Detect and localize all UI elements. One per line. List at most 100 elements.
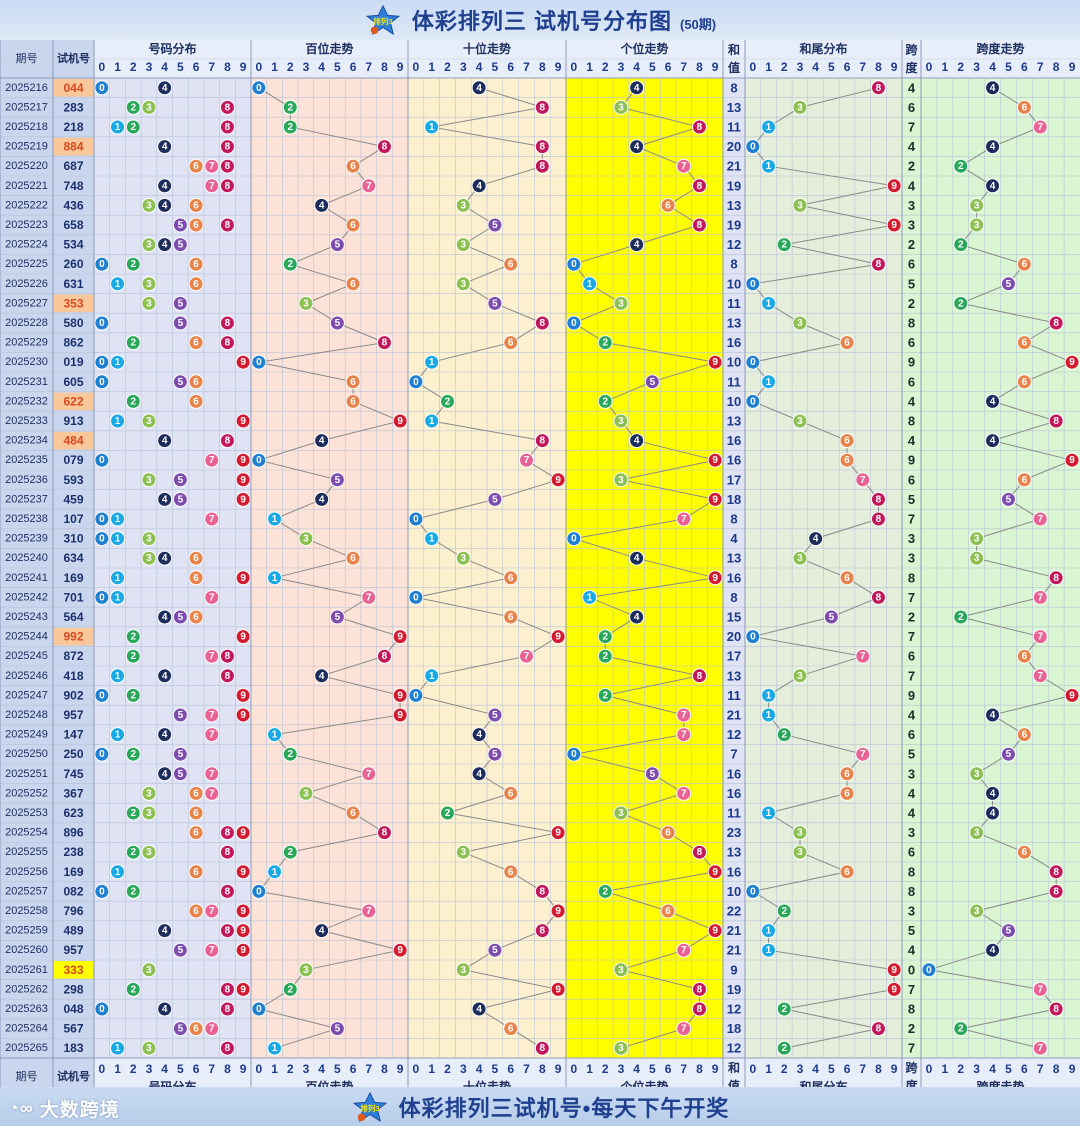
tail-ball: 6	[839, 766, 855, 782]
tens-ball: 4	[471, 80, 487, 96]
span-value: 5	[908, 492, 915, 507]
tail-ball: 5	[823, 609, 839, 625]
sum-value: 16	[727, 766, 741, 781]
svg-text:9: 9	[240, 984, 246, 995]
header-digit-hun-9-bottom: 9	[397, 1062, 404, 1076]
dist-ball-3: 3	[141, 785, 157, 801]
issue-number: 2025248	[5, 709, 48, 721]
header-digit-dist-0-top: 0	[99, 60, 106, 74]
dist-ball-0: 0	[94, 1001, 110, 1017]
hundreds-ball: 5	[329, 1021, 345, 1037]
tail-ball: 7	[855, 746, 871, 762]
tail-ball: 1	[761, 158, 777, 174]
svg-text:1: 1	[272, 573, 278, 584]
svg-text:4: 4	[634, 436, 640, 447]
header-tail-bottom: 和尾分布	[798, 1079, 847, 1087]
svg-text:3: 3	[797, 318, 803, 329]
dist-ball-0: 0	[94, 746, 110, 762]
hundreds-ball: 5	[329, 609, 345, 625]
header-digit-ten-7-top: 7	[523, 60, 530, 74]
table-row: 2025257 082 10 8	[5, 884, 915, 899]
svg-text:6: 6	[508, 1024, 514, 1035]
sum-value: 21	[727, 159, 741, 174]
issue-number: 2025265	[5, 1042, 48, 1054]
svg-text:2: 2	[602, 886, 608, 897]
svg-text:8: 8	[225, 926, 231, 937]
hundreds-ball: 2	[282, 746, 298, 762]
header-digit-hun-3-top: 3	[303, 60, 310, 74]
test-number: 580	[63, 316, 83, 330]
hundreds-ball: 8	[376, 335, 392, 351]
tens-ball: 8	[534, 139, 550, 155]
issue-number: 2025263	[5, 1003, 48, 1015]
svg-text:7: 7	[366, 181, 372, 192]
tens-ball: 1	[424, 531, 440, 547]
dist-ball-1: 1	[110, 864, 126, 880]
sum-value: 15	[727, 610, 741, 625]
tail-ball: 6	[839, 785, 855, 801]
hundreds-ball: 6	[345, 158, 361, 174]
span-value: 4	[908, 806, 916, 821]
span-ball: 9	[1064, 354, 1080, 370]
span-ball: 3	[969, 903, 985, 919]
svg-text:6: 6	[350, 220, 356, 231]
svg-text:9: 9	[240, 906, 246, 917]
tens-ball: 5	[487, 295, 503, 311]
svg-text:4: 4	[990, 142, 996, 153]
tens-ball: 1	[424, 354, 440, 370]
svg-text:3: 3	[461, 279, 467, 290]
header-digit-tail-9-bottom: 9	[891, 1062, 898, 1076]
tail-ball: 1	[761, 295, 777, 311]
dist-ball-9: 9	[235, 923, 251, 939]
column-bg-span	[902, 40, 921, 1087]
svg-text:8: 8	[876, 592, 882, 603]
test-number: 484	[63, 434, 83, 448]
svg-text:6: 6	[665, 906, 671, 917]
dist-ball-9: 9	[235, 629, 251, 645]
dist-ball-5: 5	[172, 766, 188, 782]
svg-text:9: 9	[555, 632, 561, 643]
units-ball: 2	[597, 393, 613, 409]
svg-text:2: 2	[602, 632, 608, 643]
span-value: 7	[908, 629, 915, 644]
svg-text:9: 9	[712, 926, 718, 937]
hundreds-ball: 7	[361, 589, 377, 605]
svg-text:7: 7	[1037, 632, 1043, 643]
svg-text:3: 3	[797, 828, 803, 839]
span-ball: 6	[1016, 648, 1032, 664]
brand-watermark: ◔∞ 大数跨境	[8, 1095, 120, 1122]
svg-text:7: 7	[209, 906, 215, 917]
test-number: 593	[63, 473, 83, 487]
span-ball: 4	[985, 942, 1001, 958]
sum-value: 9	[730, 962, 737, 977]
dist-ball-8: 8	[219, 139, 235, 155]
svg-text:3: 3	[618, 102, 624, 113]
svg-text:1: 1	[115, 514, 121, 525]
sum-value: 11	[727, 296, 741, 311]
svg-text:0: 0	[256, 455, 262, 466]
table-row: 2025258 796 22 3	[5, 904, 915, 919]
tail-ball: 1	[761, 923, 777, 939]
header-digit-tail-1-top: 1	[765, 60, 772, 74]
dist-ball-7: 7	[204, 648, 220, 664]
svg-text:5: 5	[335, 612, 341, 623]
svg-text:3: 3	[146, 965, 152, 976]
issue-number: 2025241	[5, 572, 48, 584]
span-ball: 9	[1064, 452, 1080, 468]
table-row: 2025226 631 10 5	[5, 276, 915, 291]
table-row: 2025235 079 16 9	[5, 453, 915, 468]
units-ball: 9	[707, 923, 723, 939]
svg-text:2: 2	[287, 102, 293, 113]
issue-number: 2025264	[5, 1023, 48, 1035]
dist-ball-0: 0	[94, 315, 110, 331]
svg-text:7: 7	[681, 788, 687, 799]
units-ball: 8	[691, 981, 707, 997]
svg-text:2: 2	[602, 338, 608, 349]
svg-text:1: 1	[115, 279, 121, 290]
dist-ball-5: 5	[172, 609, 188, 625]
units-ball: 9	[707, 491, 723, 507]
dist-ball-9: 9	[235, 687, 251, 703]
svg-text:9: 9	[397, 945, 403, 956]
issue-number: 2025225	[5, 258, 48, 270]
svg-text:4: 4	[990, 788, 996, 799]
